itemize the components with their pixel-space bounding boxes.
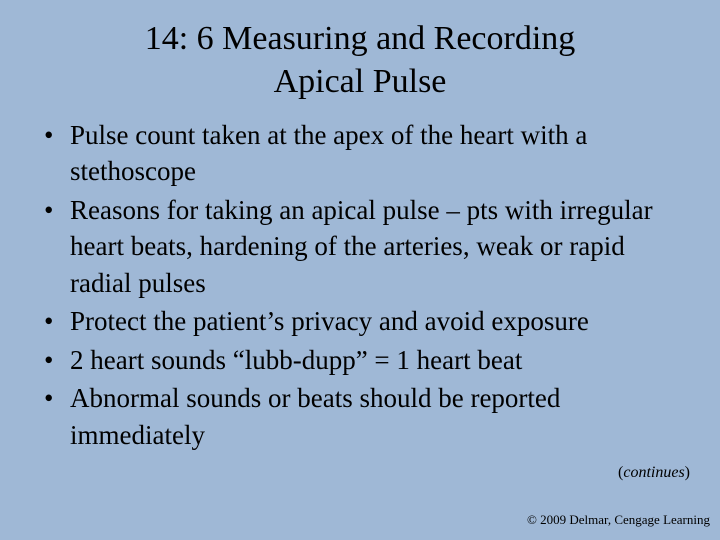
list-item: Abnormal sounds or beats should be repor… (40, 380, 690, 453)
continues-label: (continues) (618, 464, 690, 482)
bullet-list: Pulse count taken at the apex of the hea… (40, 117, 690, 453)
list-item: Protect the patient’s privacy and avoid … (40, 303, 690, 339)
copyright-text: © 2009 Delmar, Cengage Learning (527, 512, 710, 528)
bullet-text: Reasons for taking an apical pulse – pts… (70, 195, 653, 298)
title-line-1: 14: 6 Measuring and Recording (145, 20, 576, 57)
list-item: Reasons for taking an apical pulse – pts… (40, 192, 690, 301)
list-item: Pulse count taken at the apex of the hea… (40, 117, 690, 190)
list-item: 2 heart sounds “lubb-dupp” = 1 heart bea… (40, 342, 690, 378)
title-line-2: Apical Pulse (274, 63, 447, 100)
slide-content: Pulse count taken at the apex of the hea… (0, 117, 720, 453)
bullet-text: Abnormal sounds or beats should be repor… (70, 383, 560, 449)
continues-text: continues (623, 464, 684, 481)
bullet-text: Pulse count taken at the apex of the hea… (70, 120, 587, 186)
bullet-text: Protect the patient’s privacy and avoid … (70, 306, 589, 336)
slide-title: 14: 6 Measuring and Recording Apical Pul… (0, 0, 720, 117)
bullet-text: 2 heart sounds “lubb-dupp” = 1 heart bea… (70, 345, 522, 375)
